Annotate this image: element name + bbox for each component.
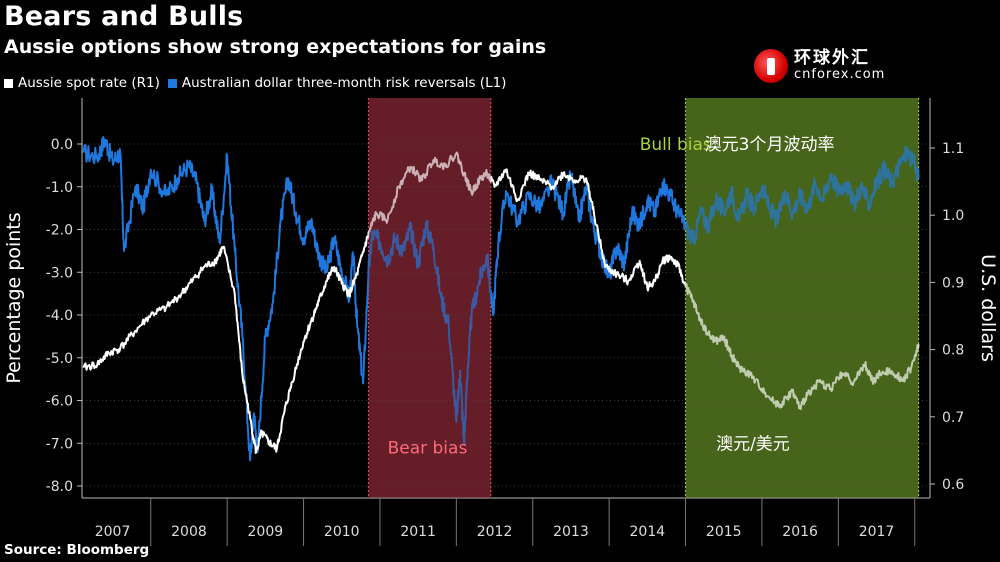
left-axis-title: Percentage points [3,212,25,383]
left-tick-label-2: -2.0 [46,223,73,239]
x-tick-label-2007: 2007 [95,524,131,540]
logo-text-cn: 环球外汇 [794,48,870,69]
cnforex-logo: 环球外汇 cnforex.com [754,49,885,83]
right-axis-title: U.S. dollars [977,254,999,362]
x-tick-label-2009: 2009 [248,524,284,540]
x-tick-label-2010: 2010 [324,524,360,540]
right-tick-label-4: 0.7 [942,410,964,426]
right-tick-label-2: 0.9 [942,275,964,291]
annotation-2: 澳元3个月波动率 [705,135,835,155]
annotation-1: Bull bias [640,135,712,155]
x-tick-label-2008: 2008 [171,524,207,540]
left-tick-label-1: -1.0 [46,180,73,196]
x-tick-label-2015: 2015 [706,524,742,540]
left-tick-label-0: 0.0 [51,137,73,153]
left-tick-label-7: -7.0 [46,436,73,452]
legend-label-spot: Aussie spot rate (R1) [18,75,160,91]
right-tick-label-1: 1.0 [942,208,964,224]
x-tick-label-2012: 2012 [477,524,513,540]
shaded-region-bull [685,98,919,498]
right-tick-label-0: 1.1 [942,141,964,157]
legend-swatch-spot [4,78,13,88]
region-overlay-bear [368,98,491,498]
x-tick-label-2017: 2017 [859,524,895,540]
left-tick-label-5: -5.0 [46,351,73,367]
source-note: Source: Bloomberg [4,542,150,558]
left-tick-label-6: -6.0 [46,394,73,410]
x-tick-label-2011: 2011 [400,524,436,540]
right-tick-label-3: 0.8 [942,343,964,359]
region-overlay-bull [685,98,919,498]
left-tick-label-4: -4.0 [46,308,73,324]
legend-item-reversal: Australian dollar three-month risk rever… [167,75,507,91]
chart-title: Bears and Bulls [4,1,244,32]
legend-swatch-reversal [167,78,177,88]
annotation-3: 澳元/美元 [716,434,790,454]
left-tick-label-8: -8.0 [46,479,73,495]
chart-subtitle: Aussie options show strong expectations … [4,36,547,58]
legend: Aussie spot rate (R1) Australian dollar … [4,75,514,91]
x-tick-label-2016: 2016 [782,524,818,540]
logo-mark-icon [754,49,788,83]
logo-text-en: cnforex.com [794,67,886,83]
series-line-spot-rate [82,151,920,454]
legend-label-reversal: Australian dollar three-month risk rever… [181,75,507,91]
left-tick-label-3: -3.0 [46,265,73,281]
x-tick-label-2014: 2014 [630,524,666,540]
x-tick-label-2013: 2013 [553,524,589,540]
annotation-0: Bear bias [388,439,468,459]
legend-item-spot: Aussie spot rate (R1) [4,75,160,91]
right-tick-label-5: 0.6 [942,477,964,493]
